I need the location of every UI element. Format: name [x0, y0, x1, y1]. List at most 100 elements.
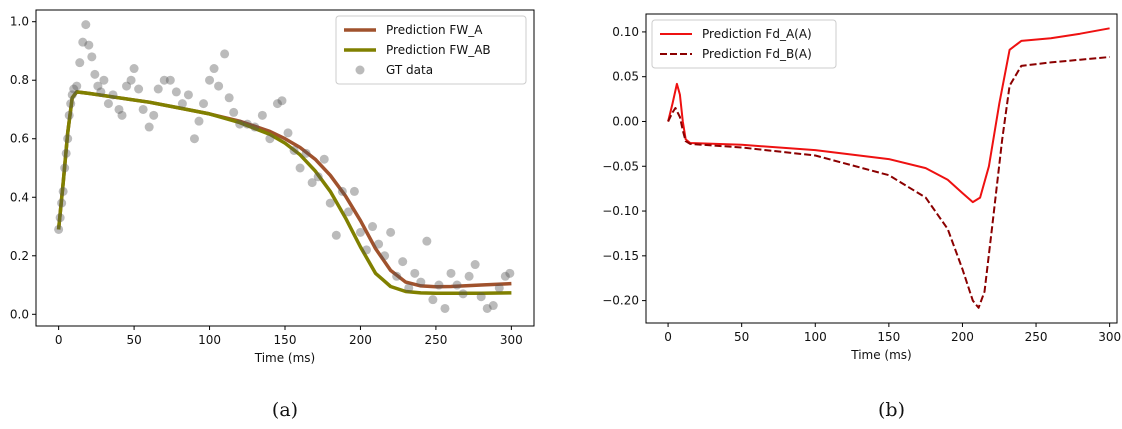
gt-point — [224, 93, 234, 103]
x-tick-label: 250 — [424, 333, 447, 347]
gt-point — [64, 110, 74, 120]
subcaption: (b) — [878, 399, 905, 421]
gt-point — [87, 52, 97, 62]
plot-area — [667, 27, 1110, 309]
gt-point — [78, 37, 88, 47]
gt-point — [199, 99, 209, 109]
gt-point — [183, 90, 193, 100]
legend-label: Prediction FW_AB — [386, 43, 491, 57]
gt-point — [55, 213, 65, 223]
gt-point — [205, 75, 215, 85]
gt-point — [301, 148, 311, 158]
gt-point — [177, 99, 187, 109]
gt-point — [398, 257, 408, 267]
y-tick-label: −0.05 — [602, 159, 639, 173]
y-tick-label: 0.10 — [612, 25, 639, 39]
series-line — [667, 56, 1110, 309]
gt-point — [331, 230, 341, 240]
gt-point — [488, 301, 498, 311]
gt-point — [214, 81, 224, 91]
legend-label: Prediction Fd_A(A) — [702, 27, 812, 41]
gt-point — [452, 280, 462, 290]
gt-point — [500, 271, 510, 281]
gt-point — [209, 64, 219, 74]
x-tick-label: 0 — [664, 330, 672, 344]
y-tick-label: 1.0 — [10, 15, 29, 29]
y-tick-label: −0.10 — [602, 204, 639, 218]
gt-point — [361, 245, 371, 255]
x-tick-label: 50 — [734, 330, 749, 344]
legend-label: Prediction FW_A — [386, 23, 483, 37]
gt-point — [295, 163, 305, 173]
x-tick-label: 200 — [951, 330, 974, 344]
gt-point — [242, 119, 252, 129]
legend-label: Prediction Fd_B(A) — [702, 47, 812, 61]
gt-point — [129, 64, 139, 74]
x-tick-label: 250 — [1025, 330, 1048, 344]
legend-label: GT data — [386, 63, 433, 77]
gt-point — [313, 172, 323, 182]
gt-point — [505, 268, 515, 278]
gt-point — [61, 148, 71, 158]
gt-point — [470, 260, 480, 270]
gt-point — [122, 81, 132, 91]
gt-point — [392, 271, 402, 281]
legend-frame — [651, 19, 837, 69]
gt-point — [189, 134, 199, 144]
gt-point — [229, 107, 239, 117]
gt-point — [72, 81, 82, 91]
gt-point — [126, 75, 136, 85]
gt-point — [428, 295, 438, 305]
gt-point — [458, 289, 468, 299]
gt-point — [99, 75, 109, 85]
y-tick-label: 0.05 — [612, 70, 639, 84]
gt-point — [84, 40, 94, 50]
y-tick-label: 0.2 — [10, 249, 29, 263]
gt-point — [368, 222, 378, 232]
gt-point — [410, 268, 420, 278]
legend-swatch — [355, 65, 365, 75]
gt-point — [250, 122, 260, 132]
y-tick-label: 0.8 — [10, 73, 29, 87]
x-axis-label: Time (ms) — [254, 351, 316, 365]
y-tick-label: 0.0 — [10, 307, 29, 321]
legend-frame — [335, 15, 527, 85]
subcaption: (a) — [272, 399, 298, 421]
gt-point — [265, 134, 275, 144]
y-tick-label: −0.15 — [602, 249, 639, 263]
gt-point — [93, 81, 103, 91]
plot-area — [54, 20, 515, 313]
gt-point — [81, 20, 91, 30]
gt-point — [343, 207, 353, 217]
gt-point — [66, 99, 76, 109]
gt-point — [117, 110, 127, 120]
gt-point — [325, 198, 335, 208]
gt-point — [58, 186, 68, 196]
gt-point — [138, 104, 148, 114]
gt-point — [67, 90, 77, 100]
gt-point — [446, 268, 456, 278]
x-tick-label: 50 — [126, 333, 141, 347]
gt-point — [482, 303, 492, 313]
gt-point — [57, 198, 67, 208]
gt-point — [289, 145, 299, 155]
gt-point — [307, 178, 317, 188]
gt-point — [380, 251, 390, 261]
gt-point — [257, 110, 267, 120]
gt-point — [63, 134, 73, 144]
x-axis-label: Time (ms) — [850, 348, 912, 362]
gt-point — [60, 163, 70, 173]
series-line — [667, 27, 1110, 204]
gt-point — [349, 186, 359, 196]
y-tick-label: −0.20 — [602, 294, 639, 308]
x-tick-label: 100 — [804, 330, 827, 344]
y-tick-label: 0.4 — [10, 190, 29, 204]
y-tick-label: 0.6 — [10, 132, 29, 146]
gt-point — [165, 75, 175, 85]
gt-point — [434, 280, 444, 290]
x-tick-label: 0 — [55, 333, 63, 347]
gt-point — [422, 236, 432, 246]
gt-point — [114, 104, 124, 114]
x-tick-label: 150 — [877, 330, 900, 344]
